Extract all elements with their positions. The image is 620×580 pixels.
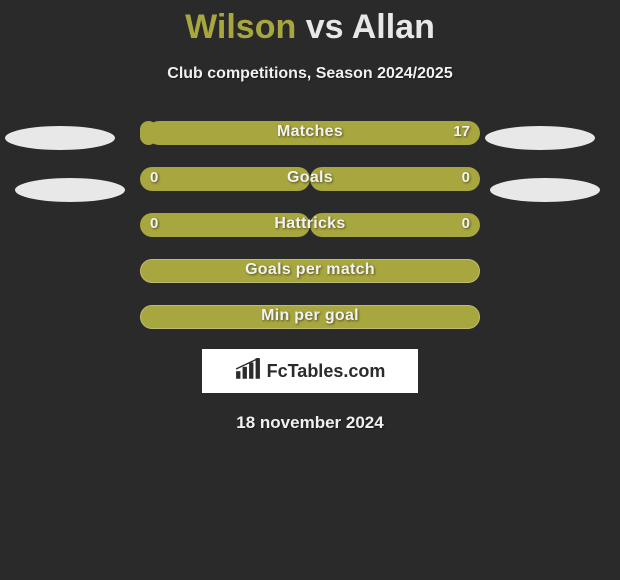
player2-name: Allan [352,8,435,46]
bar-chart-icon [235,358,261,385]
stat-bar-right [140,305,480,329]
stats-container: Matches17 Goals00 Hattricks00 Goals per mat… [0,121,620,329]
stat-row: Goals00 [140,167,480,191]
stat-row: Matches17 [140,121,480,145]
logo-box: FcTables.com [202,349,418,393]
stat-row: Goals per match [140,259,480,283]
vs-label: vs [306,8,344,46]
decorative-ellipse [485,126,595,150]
decorative-ellipse [15,178,125,202]
stat-bar-left [140,213,310,237]
stat-bar-right [140,259,480,283]
stat-bar-right [310,167,480,191]
stat-bar-left [140,167,310,191]
decorative-ellipse [5,126,115,150]
stat-row: Hattricks00 [140,213,480,237]
logo-text: FcTables.com [267,361,386,382]
stat-bar-right [310,213,480,237]
decorative-ellipse [490,178,600,202]
player1-name: Wilson [185,8,296,46]
stat-row: Min per goal [140,305,480,329]
stat-bar-right [147,121,480,145]
subtitle: Club competitions, Season 2024/2025 [0,65,620,83]
date-label: 18 november 2024 [0,413,620,433]
page-title: Wilson vs Allan [0,0,620,47]
